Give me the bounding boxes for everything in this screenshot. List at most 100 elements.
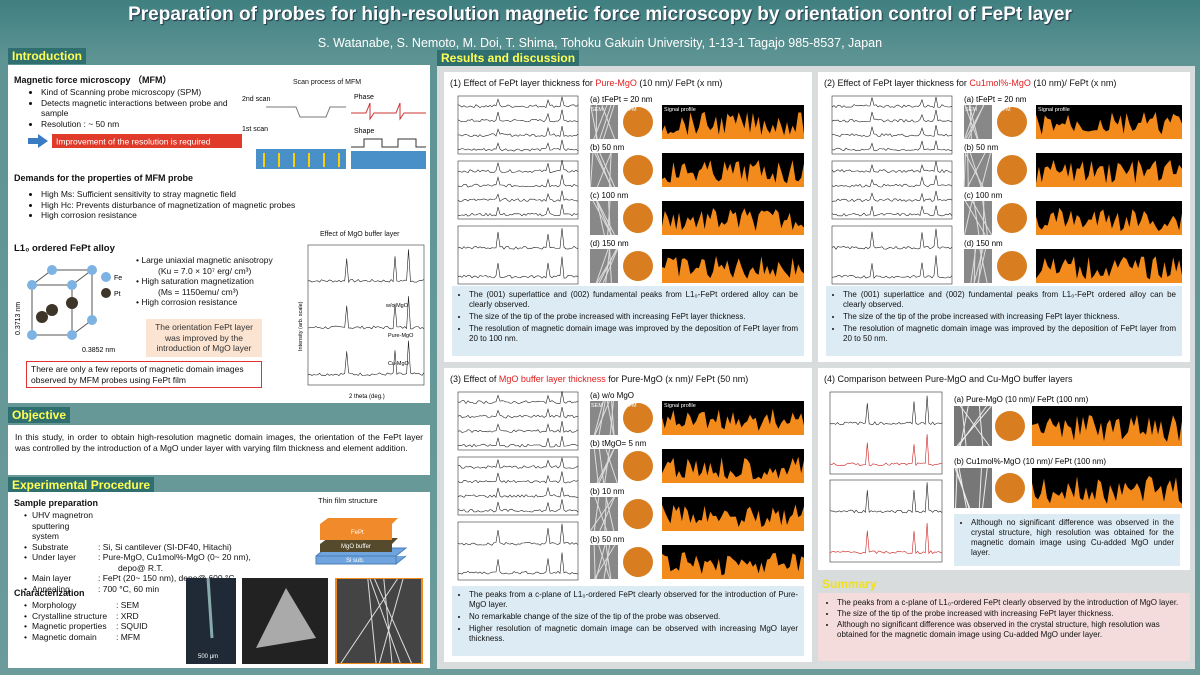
bullet: No remarkable change of the size of the … bbox=[469, 612, 798, 622]
value: : FePt (20~ 150 nm), depo@ 600 °C bbox=[98, 573, 235, 583]
title-part: MgO buffer layer thickness bbox=[498, 374, 606, 384]
bullet: Although no significant difference was o… bbox=[971, 518, 1174, 558]
authors: S. Watanabe, S. Nemoto, M. Doi, T. Shima… bbox=[317, 36, 883, 50]
panel-title: (1) Effect of FePt layer thickness for P… bbox=[450, 78, 722, 88]
title-part: (10 nm)/ FePt (x nm) bbox=[1030, 78, 1117, 88]
xrd-trace bbox=[457, 523, 579, 546]
mfm-image bbox=[997, 155, 1027, 185]
mfm-image bbox=[623, 203, 653, 233]
image-texture bbox=[592, 200, 613, 236]
fe-atom bbox=[27, 330, 37, 340]
label: UHV magnetron sputtering system bbox=[32, 510, 93, 541]
xrd-trace bbox=[831, 190, 953, 203]
value: : MFM bbox=[116, 631, 141, 642]
figure: 500 μm bbox=[186, 578, 423, 664]
image-texture bbox=[978, 405, 984, 447]
axis-label: 2 theta (deg.) bbox=[349, 394, 385, 400]
row-label: (b) Cu1mol%-MgO (10 nm)/ FePt (100 nm) bbox=[954, 457, 1106, 466]
image-texture bbox=[340, 578, 399, 664]
bullet-list: The peaks from a c-plane of L1₀-ordered … bbox=[458, 590, 798, 644]
scan-label: Phase bbox=[354, 94, 374, 101]
bullet: The peaks from a c-plane of L1₀-ordered … bbox=[469, 590, 798, 610]
bullet-box: The (001) superlattice and (002) fundame… bbox=[452, 286, 804, 356]
subheading: L1₀ ordered FePt alloy bbox=[14, 243, 115, 254]
image-texture bbox=[982, 200, 985, 236]
bullet-box: Although no significant difference was o… bbox=[954, 514, 1180, 566]
image-texture bbox=[599, 496, 615, 532]
signal-profile bbox=[1036, 111, 1182, 139]
xrd-trace bbox=[457, 203, 579, 217]
bullet: • High saturation magnetization bbox=[136, 276, 254, 286]
plot-frame bbox=[457, 225, 579, 285]
mfm-image bbox=[623, 155, 653, 185]
xrd-trace bbox=[829, 395, 943, 426]
image-texture bbox=[593, 496, 600, 532]
xrd-trace bbox=[831, 205, 953, 217]
image-texture bbox=[599, 104, 612, 140]
xrd-trace bbox=[457, 228, 579, 250]
row: • Under layer: Pure-MgO, Cu1mol%-MgO (0~ … bbox=[24, 552, 294, 563]
plot-frame bbox=[457, 95, 579, 155]
value: : 700 °C, 60 min bbox=[98, 583, 160, 594]
xrd-trace bbox=[457, 96, 579, 108]
image-texture bbox=[596, 200, 605, 236]
section-heading: Experimental Procedure bbox=[8, 477, 155, 493]
image-texture bbox=[599, 152, 616, 188]
note: There are only a few reports of magnetic… bbox=[26, 361, 262, 388]
row: • Crystalline structure: XRD bbox=[24, 611, 194, 622]
sample bbox=[351, 151, 426, 169]
fe-atom bbox=[67, 330, 77, 340]
image-tag: Signal profile bbox=[664, 107, 696, 113]
bullet: The size of the tip of the probe increas… bbox=[469, 312, 798, 322]
layer-label: MgO buffer bbox=[341, 544, 371, 550]
label: Crystalline structure bbox=[32, 610, 108, 621]
xrd-trace bbox=[457, 499, 579, 513]
scan-line bbox=[266, 106, 346, 118]
bullet: (Ms = 1150emu/ cm³) bbox=[158, 286, 239, 297]
image-texture bbox=[596, 200, 613, 236]
alloy-list: • Large uniaxial magnetic anisotropy (Ku … bbox=[136, 255, 306, 308]
image-texture bbox=[369, 578, 402, 664]
title-part: Pure-MgO bbox=[595, 78, 637, 88]
xrd-trace bbox=[829, 482, 943, 514]
mfm-image bbox=[995, 411, 1025, 441]
row: • Annealing: 700 °C, 60 min bbox=[24, 584, 294, 595]
image-texture bbox=[608, 200, 611, 236]
pt-atom bbox=[36, 311, 48, 323]
image-texture bbox=[593, 400, 604, 436]
mfm-image bbox=[623, 403, 653, 433]
image-tag: MFM bbox=[998, 107, 1011, 113]
xrd-trace bbox=[307, 340, 425, 377]
plot-frame bbox=[831, 160, 953, 220]
value: : SQUID bbox=[116, 621, 148, 631]
char-list: • Morphology: SEM • Crystalline structure: … bbox=[24, 600, 194, 642]
image-texture bbox=[598, 448, 605, 484]
image-texture bbox=[383, 578, 393, 664]
image-texture bbox=[367, 578, 377, 664]
legend: Pt bbox=[114, 291, 121, 298]
image-texture bbox=[959, 405, 969, 447]
xrd-trace bbox=[457, 256, 579, 279]
row: • Main layer: FePt (20~ 150 nm), depo@ 60… bbox=[24, 573, 294, 584]
value: : SEM bbox=[116, 600, 140, 610]
plot-frame bbox=[829, 479, 943, 563]
mfm-image bbox=[623, 107, 653, 137]
plot-frame bbox=[307, 244, 425, 386]
image-texture bbox=[606, 400, 615, 436]
arrow bbox=[28, 134, 48, 148]
bullet-box: The peaks from a c-plane of L1₀-ordered … bbox=[452, 586, 804, 656]
value: : Pure-MgO, Cu1mol%-MgO (0~ 20 nm), bbox=[98, 552, 251, 562]
image-texture bbox=[373, 578, 413, 664]
image-tag: Signal profile bbox=[664, 403, 696, 409]
plot-frame bbox=[457, 391, 579, 451]
subheading: Characterization bbox=[14, 588, 85, 598]
mfm-image bbox=[997, 107, 1027, 137]
image-texture bbox=[596, 200, 616, 236]
xrd-trace bbox=[457, 406, 579, 419]
xrd-trace bbox=[457, 109, 579, 123]
figure: Fe Pt 0.3713 nm 0.3852 nm bbox=[15, 265, 122, 354]
fe-atom bbox=[27, 280, 37, 290]
xrd-trace bbox=[307, 249, 425, 284]
title-part: (4) Comparison between Pure-MgO and Cu-M… bbox=[824, 374, 1073, 384]
section-heading: Objective bbox=[8, 407, 71, 423]
